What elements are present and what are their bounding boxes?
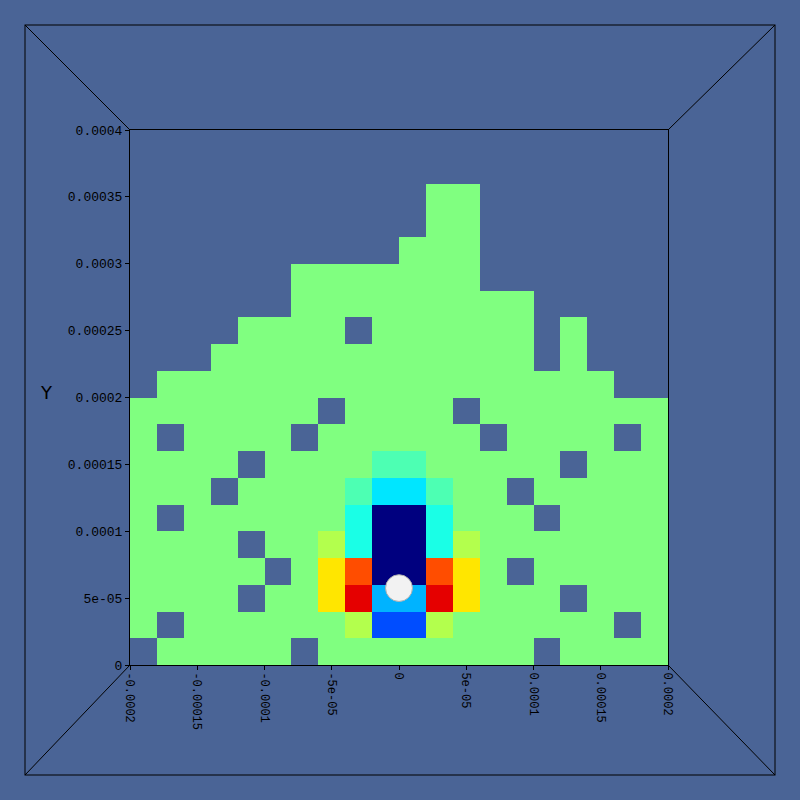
svg-text:0: 0 <box>391 672 405 679</box>
svg-text:-5e-05: -5e-05 <box>324 672 338 715</box>
svg-text:0.0004: 0.0004 <box>76 124 123 139</box>
svg-text:0.00035: 0.00035 <box>68 190 123 205</box>
svg-text:0.0001: 0.0001 <box>76 525 123 540</box>
svg-text:-0.0002: -0.0002 <box>122 672 136 722</box>
svg-text:-0.0001: -0.0001 <box>257 672 271 722</box>
svg-text:0.00015: 0.00015 <box>68 458 123 473</box>
svg-text:5e-05: 5e-05 <box>83 592 122 607</box>
svg-text:0.00025: 0.00025 <box>68 324 123 339</box>
svg-text:0.0002: 0.0002 <box>660 672 674 715</box>
svg-text:-0.00015: -0.00015 <box>189 672 203 730</box>
svg-text:0: 0 <box>115 659 123 674</box>
svg-text:0.0001: 0.0001 <box>526 672 540 715</box>
svg-text:0.0002: 0.0002 <box>76 391 123 406</box>
svg-text:5e-05: 5e-05 <box>458 672 472 708</box>
svg-text:0.00015: 0.00015 <box>593 672 607 722</box>
svg-text:0.0003: 0.0003 <box>76 257 123 272</box>
svg-text:Y: Y <box>40 382 53 403</box>
